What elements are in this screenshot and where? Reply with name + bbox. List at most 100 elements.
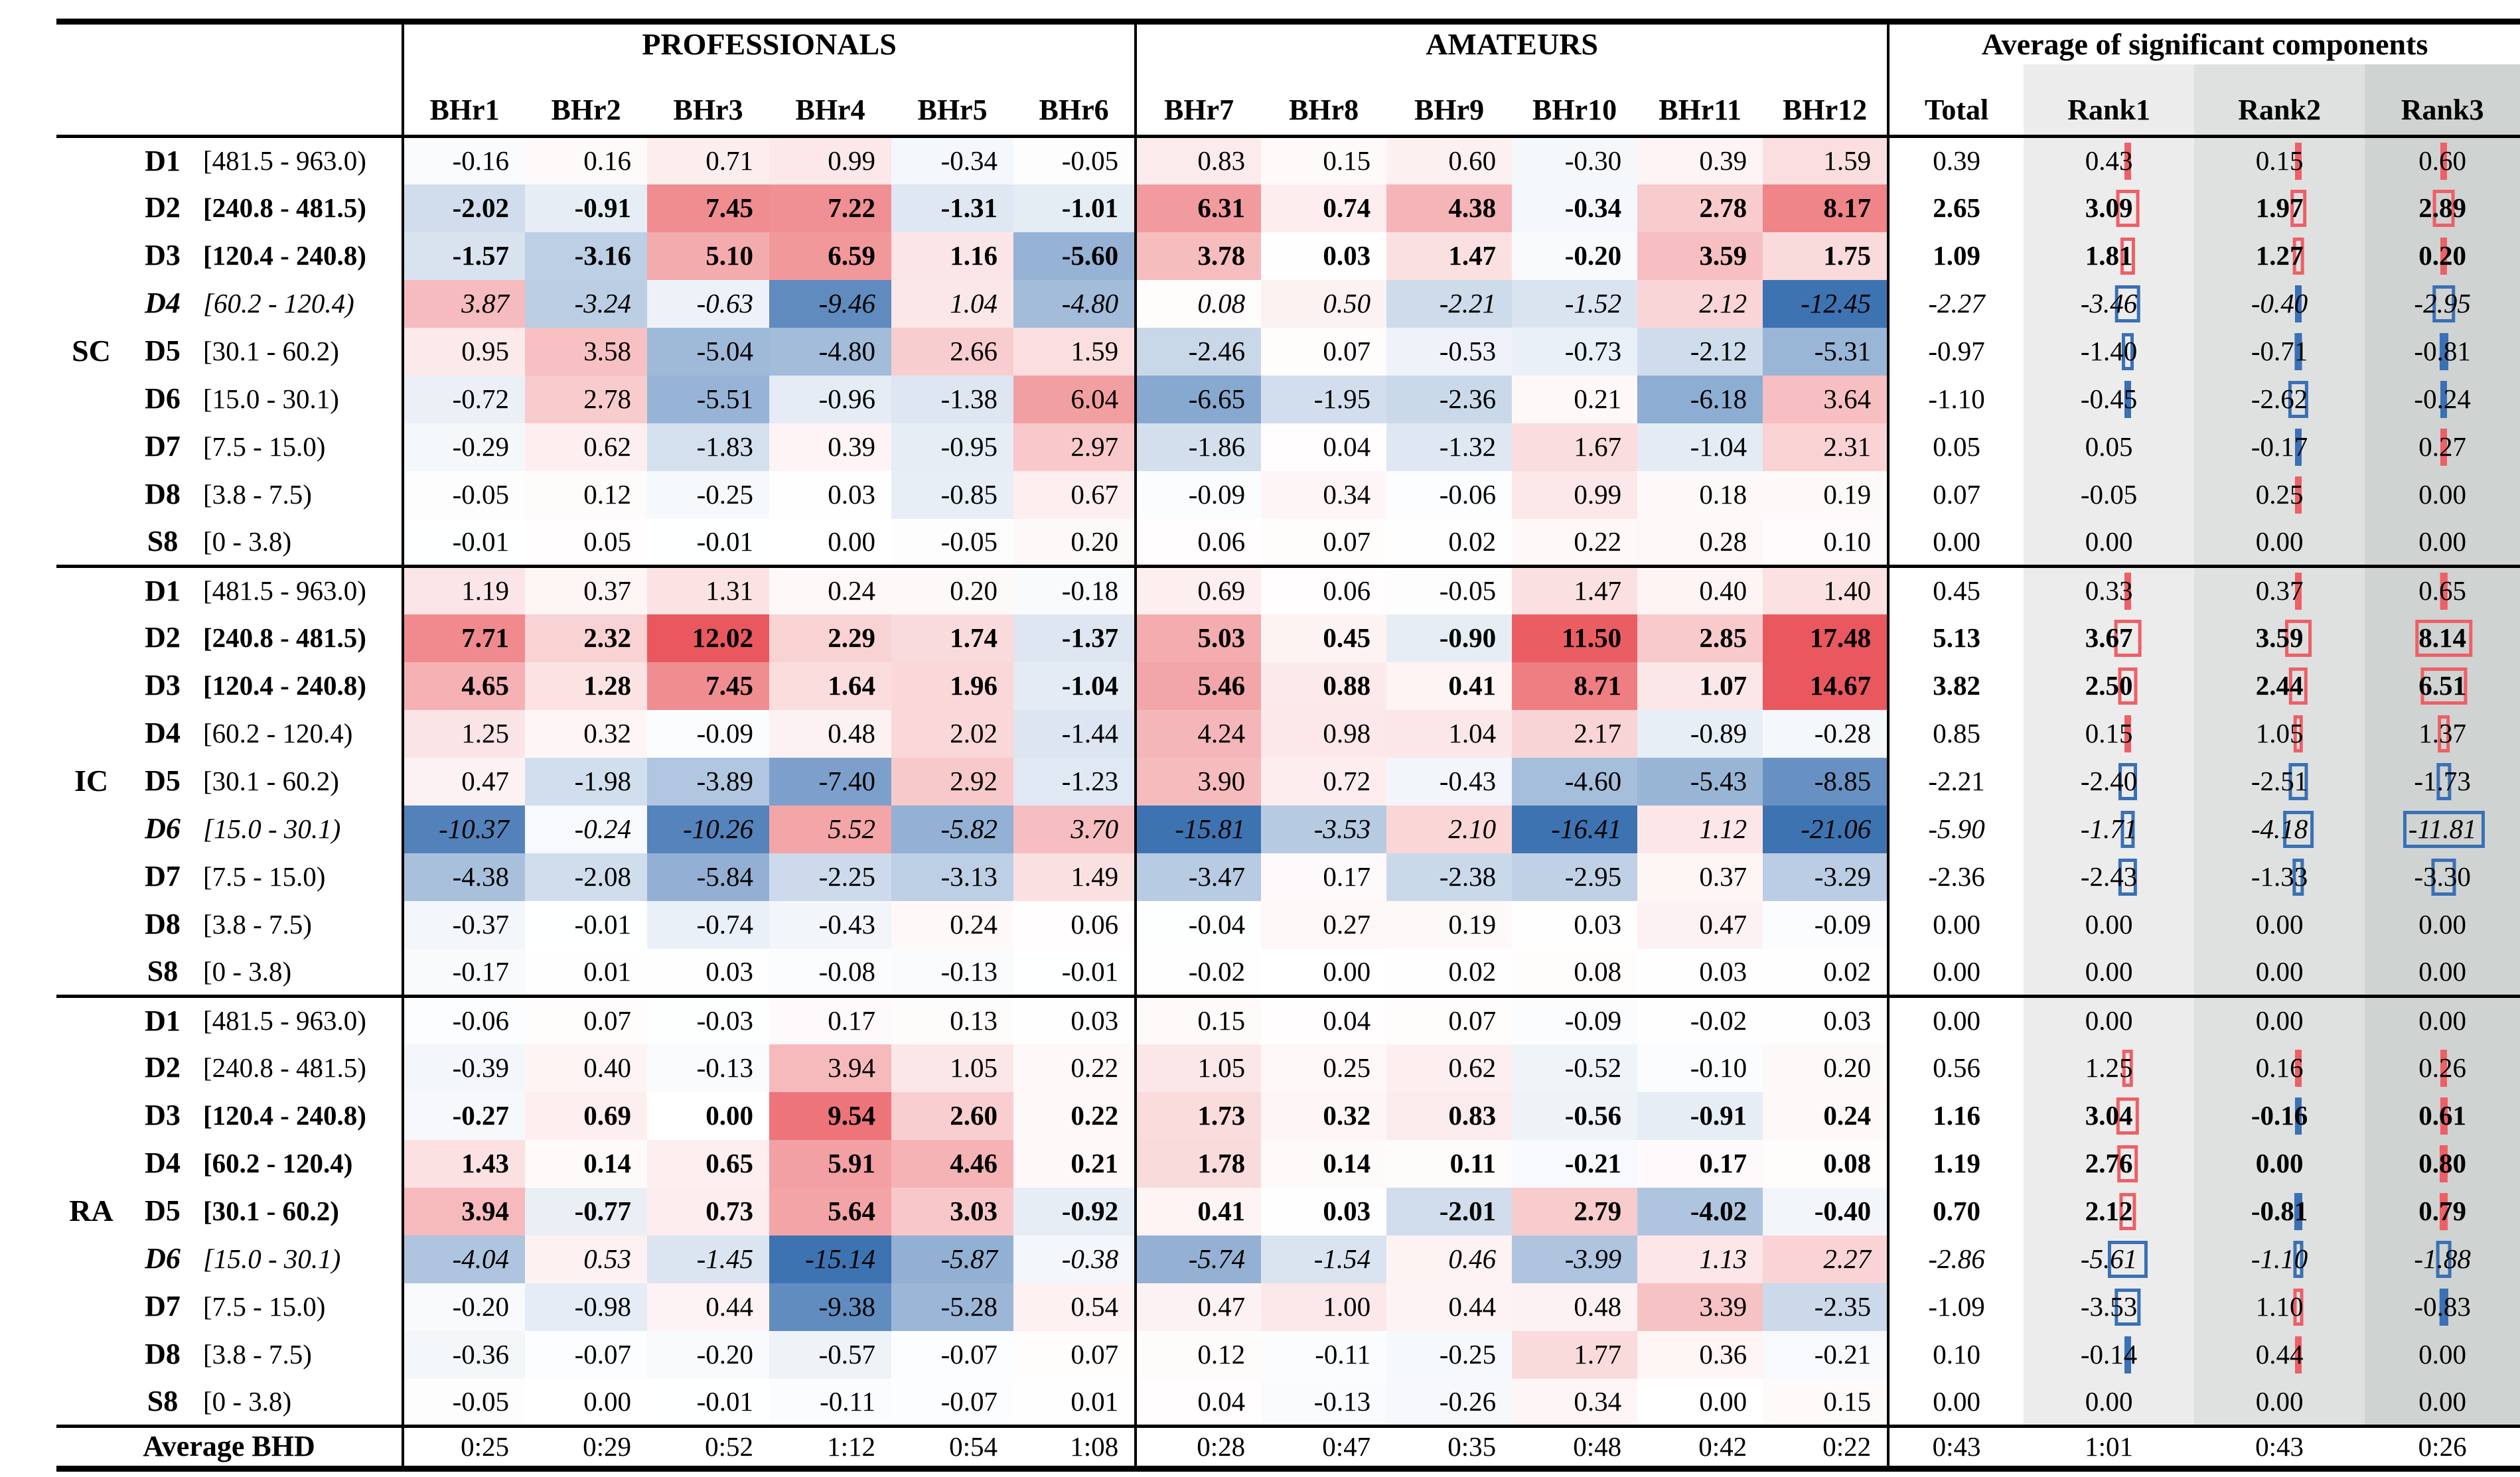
positive-significance-mark: [2116, 189, 2140, 227]
heat-cell: -0.34: [891, 136, 1014, 184]
row-range: [15.0 - 30.1): [199, 375, 405, 423]
heat-cell: 0.22: [1013, 1044, 1138, 1092]
row-label: D8: [145, 908, 181, 941]
heat-cell: -0.05: [891, 518, 1014, 568]
rank-value: 0.00: [2418, 1385, 2466, 1417]
heat-cell: -2.95: [1512, 853, 1638, 901]
rank-value: 1.25: [2085, 1052, 2133, 1083]
heat-cell: 3.70: [1013, 805, 1138, 853]
heat-cell: 0.08: [1763, 1139, 1890, 1188]
row-range: [7.5 - 15.0): [199, 853, 405, 901]
heat-cell: 0.72: [1261, 757, 1387, 806]
heat-cell: 5.91: [769, 1139, 892, 1188]
heat-cell: 0.02: [1386, 948, 1513, 998]
rank-value: -4.18: [2251, 813, 2308, 844]
heat-cell: 1.12: [1637, 805, 1763, 853]
heat-cell: 0.32: [1261, 1091, 1387, 1140]
rank-value: 0.00: [2418, 478, 2466, 510]
row-label: D7: [145, 430, 181, 463]
heat-cell: 9.54: [769, 1091, 892, 1140]
heat-cell: -4.80: [1013, 279, 1138, 328]
rank-value: 0.00: [2418, 1338, 2466, 1370]
heat-cell: 0.47: [1637, 900, 1763, 949]
negative-significance-mark: [2436, 762, 2452, 800]
table-row: D8 [3.8 - 7.5) -0.36 -0.07 -0.20 -0.57 -0.07 0.…: [56, 1330, 2520, 1379]
heat-cell: -0.01: [647, 1378, 770, 1428]
rank2-cell: -2.51: [2194, 757, 2365, 806]
rank1-cell: 2.50: [2024, 662, 2195, 710]
heat-cell: 1.78: [1136, 1139, 1262, 1188]
heat-cell: 0.46: [1386, 1235, 1513, 1283]
heat-cell: 0.07: [1261, 327, 1387, 376]
heat-cell: -0.39: [403, 1044, 526, 1092]
heat-cell: 0.73: [647, 1187, 770, 1235]
heat-cell: 4.38: [1386, 184, 1513, 232]
heat-cell: 0.14: [1261, 1139, 1387, 1188]
heat-cell: 2.29: [769, 614, 892, 662]
column-header-empty: [56, 64, 405, 138]
heat-cell: -0.20: [403, 1283, 526, 1331]
positive-significance-mark: [2440, 1192, 2448, 1230]
row-range: [120.4 - 240.8): [199, 662, 405, 710]
heat-cell: 1.47: [1386, 232, 1513, 280]
heat-cell: -0.56: [1512, 1091, 1638, 1140]
rank3-cell: 0.00: [2365, 996, 2520, 1044]
heat-cell: -0.36: [403, 1330, 526, 1379]
heat-cell: -3.99: [1512, 1235, 1638, 1283]
row-label: D3: [145, 669, 181, 702]
heat-cell: -4.80: [769, 327, 892, 376]
heat-cell: -15.81: [1136, 805, 1262, 853]
rank1-cell: 3.04: [2024, 1091, 2195, 1140]
heat-cell: 0.07: [1013, 1330, 1138, 1379]
total-cell: 1.16: [1933, 1099, 1980, 1131]
rank-value: 3.67: [2085, 622, 2133, 653]
negative-significance-mark: [2440, 380, 2448, 418]
rank2-cell: 3.59: [2194, 614, 2365, 662]
heat-cell: 0.15: [1763, 1378, 1890, 1428]
positive-significance-mark: [2290, 189, 2306, 227]
heat-cell: 0.34: [1261, 470, 1387, 519]
heat-cell: 0.15: [1136, 996, 1262, 1044]
table-row: SC D1 [481.5 - 963.0) -0.16 0.16 0.71 0.99 -0.3…: [56, 136, 2520, 568]
heat-cell: 0.16: [525, 136, 648, 184]
heat-cell: 0.00: [525, 1378, 648, 1428]
heat-cell: 2.66: [891, 327, 1014, 376]
rank1-cell: -0.14: [2024, 1330, 2195, 1379]
negative-significance-mark: [2121, 332, 2134, 370]
heat-cell: 0.62: [525, 423, 648, 471]
positive-significance-mark: [2120, 237, 2135, 275]
heat-cell: 8.17: [1763, 184, 1890, 232]
heat-cell: 0.08: [1512, 948, 1638, 998]
heat-cell: 1.04: [1386, 709, 1513, 758]
negative-significance-mark: [2288, 762, 2308, 800]
row-label: D8: [145, 478, 181, 511]
row-label: D5: [145, 1194, 181, 1228]
heat-cell: 0.39: [769, 423, 892, 471]
rank2-cell: -4.18: [2194, 805, 2365, 853]
average-bhd-cell: 0:25: [403, 1426, 526, 1472]
rank2-cell: 0.00: [2194, 996, 2365, 1044]
column-header-bhr11: BHr11: [1637, 64, 1763, 138]
heat-cell: -0.01: [525, 900, 648, 949]
rank-value: 0.20: [2418, 240, 2466, 271]
heat-cell: 3.64: [1763, 375, 1890, 423]
column-header-bhr7: BHr7: [1136, 64, 1262, 138]
rank3-cell: -1.88: [2365, 1235, 2520, 1283]
rank-value: 0.00: [2085, 1385, 2133, 1417]
heat-cell: 0.21: [1013, 1139, 1138, 1188]
heat-cell: -0.01: [647, 518, 770, 568]
heat-cell: 0.50: [1261, 279, 1387, 328]
rank-value: 2.50: [2085, 669, 2133, 701]
heat-cell: 2.60: [891, 1091, 1014, 1140]
heat-cell: -0.43: [769, 900, 892, 949]
rank-value: 0.16: [2255, 1052, 2304, 1083]
heat-cell: 0.69: [525, 1091, 648, 1140]
heat-cell: 0.07: [1386, 996, 1513, 1044]
heat-cell: 3.03: [891, 1187, 1014, 1235]
heat-cell: -15.14: [769, 1235, 892, 1283]
negative-significance-mark: [2431, 858, 2456, 896]
rank3-cell: 0.26: [2365, 1044, 2520, 1092]
positive-significance-mark: [2294, 142, 2302, 180]
table-row: RA D1 [481.5 - 963.0) -0.06 0.07 -0.03 0.17 0.1…: [56, 996, 2520, 1428]
column-header-rank3: Rank3: [2365, 64, 2520, 138]
